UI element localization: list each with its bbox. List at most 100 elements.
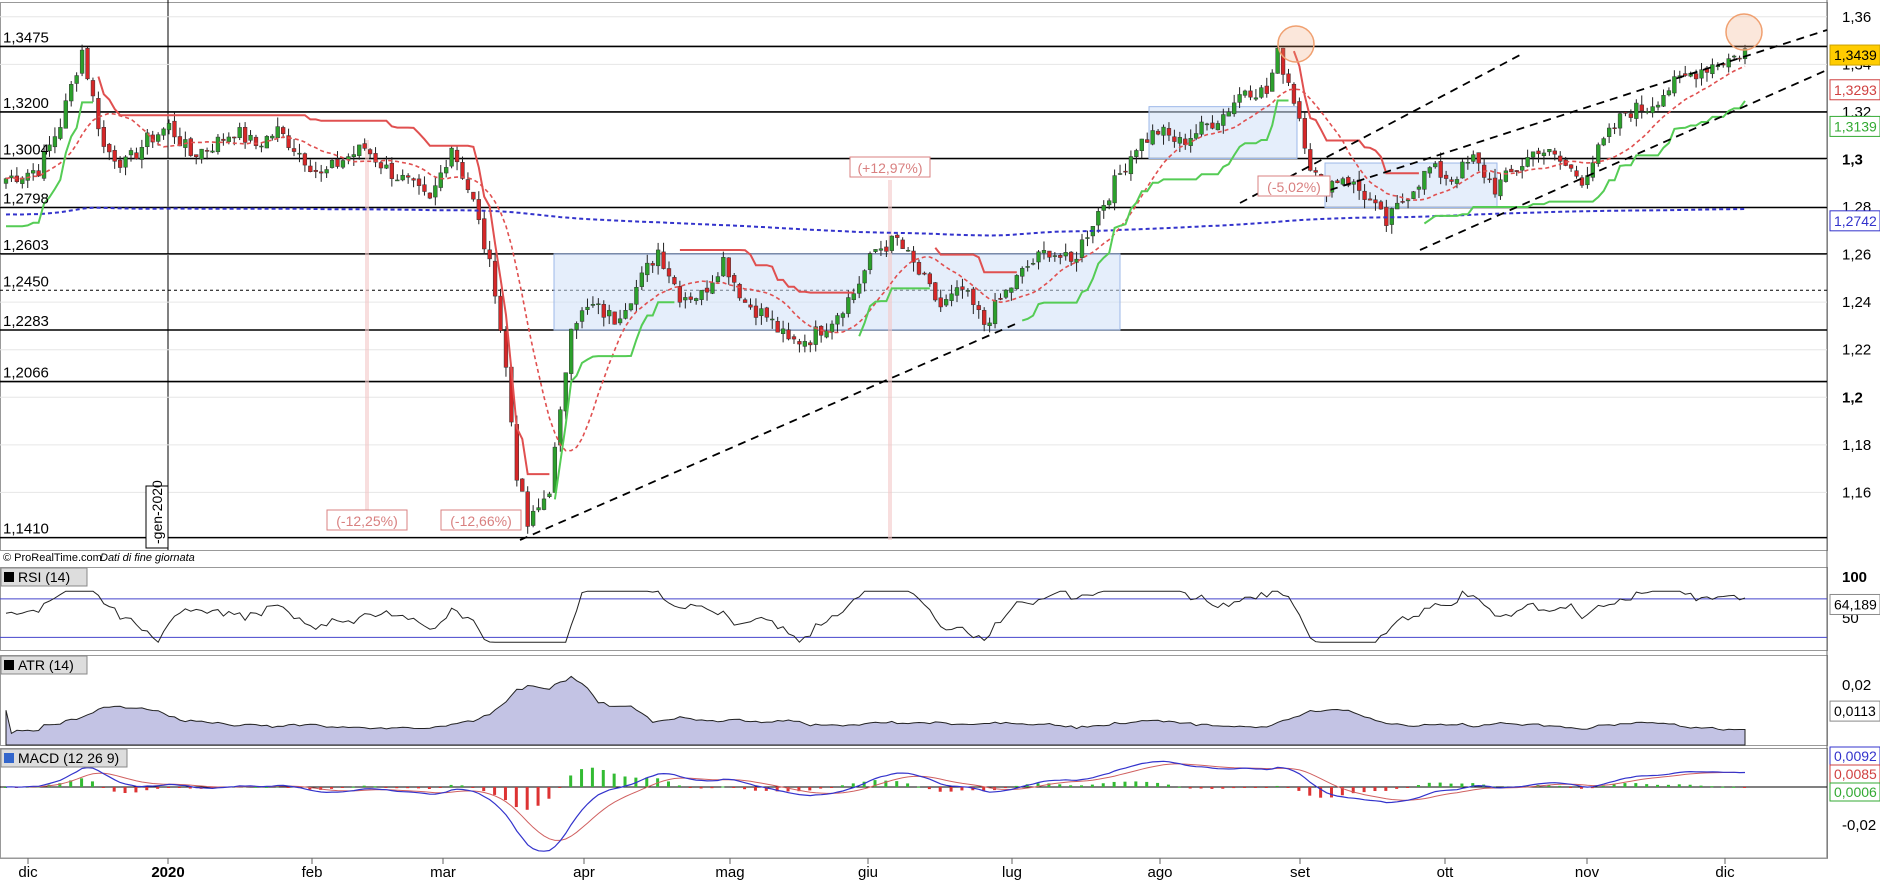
candle-down	[1047, 250, 1052, 258]
candle-up	[226, 136, 231, 142]
candle-down	[378, 162, 384, 169]
level-label: 1,3200	[3, 95, 49, 112]
macd-histogram-bar	[666, 781, 670, 787]
candle-down	[1628, 113, 1634, 118]
candle-down	[525, 491, 530, 527]
candle-down	[960, 286, 965, 290]
macd-histogram-bar	[134, 787, 138, 793]
month-label: apr	[573, 864, 595, 881]
candle-up	[699, 289, 704, 300]
candle-up	[1052, 255, 1057, 257]
candle-up	[1242, 90, 1248, 96]
month-label: mar	[430, 864, 456, 881]
candle-up	[829, 323, 835, 333]
candle-up	[259, 145, 264, 148]
candle-down	[1308, 149, 1313, 171]
highlight-circle	[1725, 13, 1763, 51]
candle-up	[944, 299, 949, 306]
macd-histogram-bar	[330, 787, 334, 789]
candle-down	[1373, 199, 1378, 204]
macd-current-box	[1829, 782, 1880, 802]
macd-histogram-bar	[80, 778, 84, 787]
rsi-tick: 100	[1842, 569, 1867, 586]
candle-down	[465, 179, 471, 191]
macd-histogram-bar	[1710, 786, 1714, 788]
candle-up	[558, 409, 563, 446]
candle-up	[69, 84, 74, 102]
supertrend-segment	[679, 249, 854, 294]
candle-up	[1699, 69, 1704, 79]
rsi-title-box	[0, 567, 88, 587]
candle-down	[982, 310, 987, 325]
candle-up	[248, 134, 253, 141]
candle-up	[1193, 133, 1199, 139]
macd-histogram-bar	[1351, 787, 1355, 794]
candle-down	[188, 138, 193, 156]
consolidation-box	[1324, 162, 1498, 209]
candle-up	[1666, 90, 1672, 96]
macd-histogram-bar	[319, 787, 323, 790]
candle-down	[1335, 180, 1340, 184]
candle-down	[85, 48, 90, 80]
price-tick-label: 1,22	[1842, 342, 1871, 359]
macd-histogram-bar	[1199, 787, 1203, 789]
macd-histogram-bar	[645, 777, 649, 787]
macd-histogram-bar	[710, 787, 714, 789]
candle-up	[1525, 157, 1530, 167]
candle-up	[1237, 94, 1242, 103]
candle-down	[916, 262, 922, 275]
rsi-title-swatch	[4, 572, 14, 582]
candle-up	[1433, 163, 1438, 168]
candle-up	[987, 322, 992, 327]
macd-histogram-bar	[1003, 787, 1007, 788]
candle-up	[74, 75, 79, 84]
candle-up	[449, 147, 454, 167]
candle-down	[90, 80, 96, 97]
candle-up	[145, 132, 150, 148]
macd-histogram-bar	[308, 787, 312, 790]
macd-histogram-bar	[471, 787, 475, 788]
macd-histogram-bar	[873, 780, 877, 787]
atr-current-box	[1829, 700, 1880, 722]
candle-down	[726, 257, 731, 278]
candle-down	[335, 159, 340, 167]
candle-up	[1226, 111, 1231, 117]
candle-down	[454, 149, 460, 163]
candle-up	[1547, 149, 1552, 153]
crosshair-date-box	[145, 485, 169, 549]
candle-down	[96, 98, 101, 130]
candle-down	[737, 284, 742, 299]
candle-down	[1693, 73, 1699, 80]
candle-up	[1416, 186, 1422, 190]
macd-histogram-bar	[253, 786, 257, 788]
supertrend-segment	[97, 76, 550, 476]
candle-up	[384, 164, 389, 169]
macd-histogram-bar	[688, 787, 692, 788]
macd-histogram-bar	[743, 787, 747, 790]
candle-up	[639, 272, 644, 287]
macd-histogram-bar	[1732, 786, 1736, 788]
candle-up	[590, 303, 596, 306]
macd-histogram-bar	[1427, 782, 1431, 787]
candle-down	[291, 148, 297, 152]
candle-up	[1411, 191, 1416, 199]
macd-histogram-bar	[1579, 787, 1583, 789]
month-label: giu	[858, 864, 878, 881]
candle-up	[541, 498, 547, 510]
candle-up	[215, 136, 221, 153]
candle-down	[797, 341, 802, 345]
candle-up	[710, 282, 715, 294]
candle-down	[319, 171, 324, 174]
macd-histogram-bar	[1721, 786, 1725, 788]
candle-down	[1558, 155, 1563, 162]
macd-histogram-bar	[982, 787, 986, 792]
candle-down	[895, 234, 900, 238]
candle-down	[1509, 168, 1514, 173]
macd-histogram-bar	[167, 787, 171, 788]
macd-histogram-bar	[286, 787, 290, 788]
candle-up	[329, 159, 335, 168]
price-tick-label: 1,18	[1842, 437, 1871, 454]
candle-up	[438, 172, 443, 188]
month-label: feb	[302, 864, 323, 881]
